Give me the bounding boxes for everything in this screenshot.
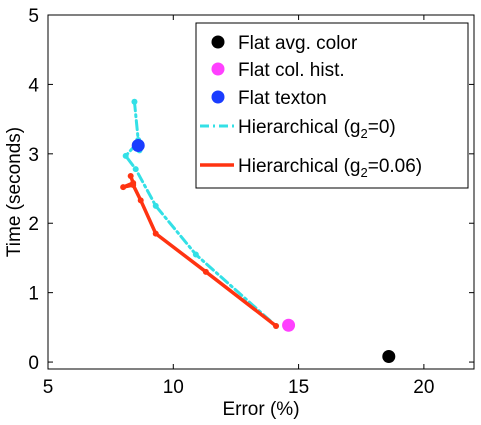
legend-label: Flat texton [238, 88, 327, 109]
series-point [127, 173, 134, 180]
series-point [132, 166, 139, 173]
legend-box [195, 22, 469, 189]
legend: Flat avg. color Flat col. hist. Flat texto… [195, 22, 469, 189]
y-tick-label: 0 [28, 353, 39, 374]
series-point [273, 322, 280, 329]
y-axis-ticks: 0 1 2 3 4 5 [28, 6, 474, 374]
x-tick-label: 15 [288, 377, 309, 398]
points-layer [131, 138, 396, 364]
series-point [131, 98, 138, 105]
y-tick-label: 1 [28, 284, 39, 305]
x-axis-label: Error (%) [222, 399, 299, 420]
data-point [382, 350, 396, 364]
series-point [202, 268, 209, 275]
legend-label: Flat col. hist. [238, 60, 345, 81]
series-point [122, 152, 129, 159]
x-tick-label: 10 [163, 377, 184, 398]
legend-marker [211, 62, 225, 76]
legend-items: Flat avg. color Flat col. hist. Flat texto… [200, 33, 422, 180]
x-tick-label: 5 [43, 377, 54, 398]
x-tick-label: 20 [413, 377, 434, 398]
y-tick-label: 2 [28, 214, 39, 235]
legend-label: Hierarchical (g2=0.06) [238, 156, 422, 180]
series-point [152, 230, 159, 237]
series-point [120, 184, 127, 191]
series-point [130, 182, 137, 189]
y-tick-label: 5 [28, 6, 39, 27]
y-tick-label: 3 [28, 145, 39, 166]
legend-label: Hierarchical (g2=0) [238, 117, 396, 141]
legend-marker [211, 90, 225, 104]
series-point [137, 197, 144, 204]
legend-label: Flat avg. color [238, 33, 358, 54]
series-point [152, 202, 159, 209]
series-point [192, 251, 199, 258]
y-axis-label: Time (seconds) [4, 127, 25, 257]
data-point [282, 318, 296, 332]
x-axis-ticks: 5 10 15 20 [43, 15, 434, 398]
y-tick-label: 4 [28, 75, 39, 96]
data-point [131, 138, 145, 152]
legend-marker [211, 35, 225, 49]
